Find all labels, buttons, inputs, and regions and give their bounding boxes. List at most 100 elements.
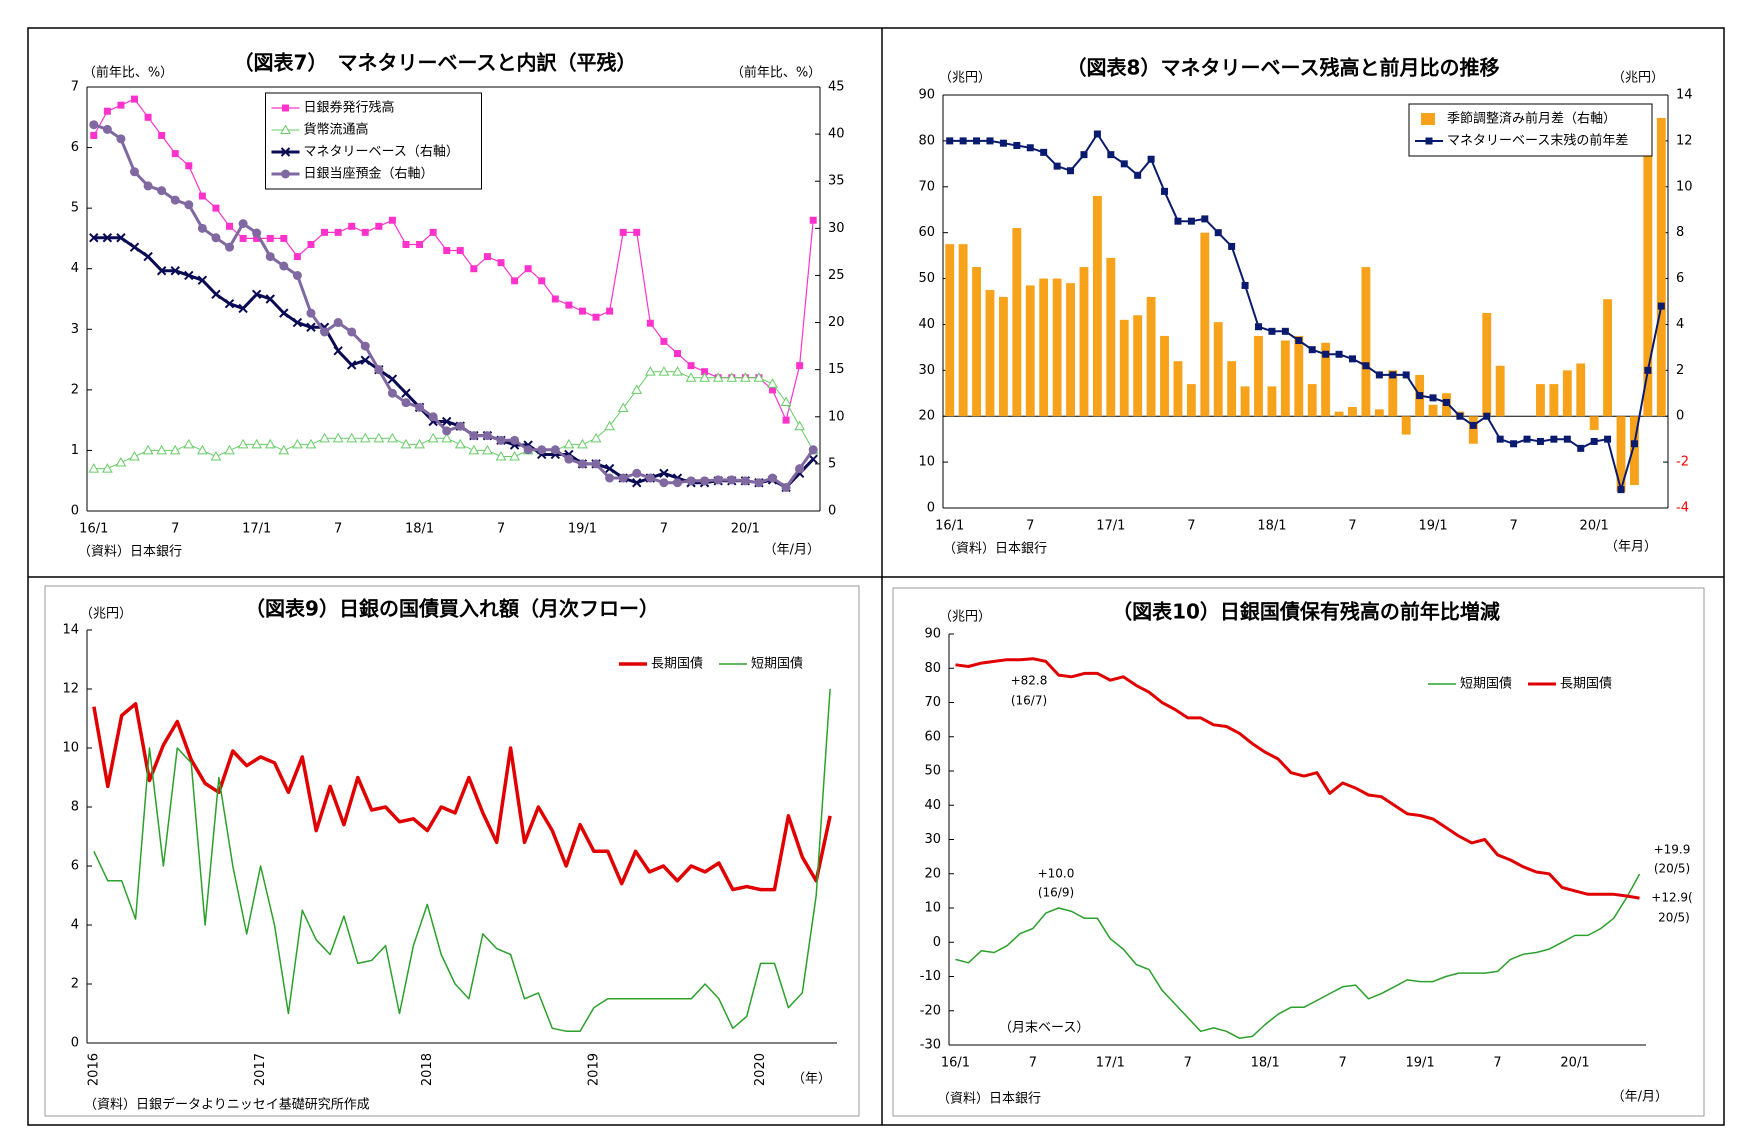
y-tick-label: 10 — [924, 901, 941, 916]
bar — [1254, 335, 1263, 417]
y-tick-label: 3 — [71, 322, 79, 337]
point-marker — [672, 366, 683, 376]
y2-axis-label: （兆円） — [1612, 71, 1664, 86]
x-tick-label: 7 — [1187, 519, 1195, 534]
point-marker — [1550, 435, 1558, 443]
legend-label: 貨幣流通高 — [304, 122, 369, 138]
x-tick-label: 18/1 — [1257, 519, 1286, 534]
y-tick-label: 0 — [933, 935, 941, 950]
y-tick-label: 12 — [62, 682, 79, 697]
point-marker — [211, 233, 221, 243]
point-marker — [103, 107, 111, 115]
bar — [1213, 322, 1223, 417]
point-marker — [306, 322, 316, 332]
point-marker — [685, 372, 697, 382]
y-axis-label: （兆円） — [939, 71, 991, 86]
point-marker — [606, 307, 614, 315]
y-tick-label: 60 — [918, 225, 935, 240]
x-axis-label: （年/月） — [1612, 1090, 1668, 1105]
point-marker — [264, 438, 276, 449]
point-marker — [129, 242, 140, 252]
point-marker — [604, 463, 615, 474]
point-marker — [333, 318, 343, 328]
bar — [1562, 370, 1572, 417]
point-marker — [1429, 394, 1437, 402]
point-marker — [158, 131, 166, 139]
y-axis-label: （兆円） — [80, 607, 132, 622]
point-marker — [334, 228, 342, 236]
point-marker — [319, 432, 330, 443]
bar — [1361, 267, 1371, 417]
point-marker — [1322, 350, 1330, 358]
point-marker — [495, 450, 507, 461]
x-tick-label: 2018 — [420, 1053, 435, 1086]
chart-title: （図表9）日銀の国債買入れ額（月次フロー） — [245, 597, 659, 621]
bar — [1186, 384, 1196, 417]
point-marker — [565, 301, 573, 309]
point-marker — [740, 476, 750, 486]
point-marker — [307, 240, 315, 248]
point-marker — [115, 457, 127, 467]
point-marker — [306, 308, 316, 318]
x-tick-label: 7 — [334, 522, 342, 537]
y-tick-label: 80 — [924, 661, 941, 676]
y2-tick-label: 5 — [828, 456, 836, 471]
chart-title: （図表8）マネタリーベース残高と前月比の推移 — [1067, 56, 1500, 80]
legend-label: マネタリーベース末残の前年差 — [1447, 133, 1628, 149]
point-marker — [483, 253, 491, 261]
point-marker — [754, 478, 764, 488]
y-tick-label: -30 — [920, 1038, 941, 1053]
point-marker — [497, 259, 505, 267]
point-marker — [659, 468, 669, 479]
legend-marker — [282, 104, 289, 112]
y2-tick-label: 2 — [1676, 363, 1684, 378]
bar — [1401, 416, 1411, 435]
y-tick-label: 10 — [62, 741, 79, 756]
bar — [1119, 319, 1129, 417]
point-marker — [524, 265, 532, 273]
point-marker — [1456, 412, 1464, 420]
bar — [1280, 340, 1290, 417]
bar — [1079, 267, 1089, 417]
point-marker — [359, 432, 371, 443]
point-marker — [346, 360, 357, 370]
x-tick-label: 17/1 — [1096, 519, 1125, 534]
y2-tick-label: -2 — [1676, 455, 1689, 470]
point-marker — [701, 368, 709, 376]
point-marker — [973, 137, 981, 145]
point-marker — [360, 355, 370, 365]
point-marker — [1241, 281, 1249, 289]
point-marker — [470, 265, 478, 273]
point-marker — [986, 137, 994, 145]
point-marker — [442, 426, 452, 436]
point-marker — [1214, 229, 1222, 237]
point-marker — [619, 228, 627, 236]
bar — [1025, 285, 1035, 417]
point-marker — [251, 289, 262, 299]
point-marker — [320, 327, 330, 337]
point-marker — [632, 478, 642, 488]
legend-frame — [265, 92, 482, 190]
point-marker — [1402, 371, 1410, 379]
point-marker — [1604, 435, 1612, 443]
y-tick-label: -10 — [920, 969, 941, 984]
bar — [1536, 384, 1545, 417]
point-marker — [197, 275, 208, 285]
point-marker — [184, 200, 194, 210]
x-tick-label: 17/1 — [1096, 1056, 1125, 1071]
point-marker — [210, 450, 222, 461]
point-marker — [197, 444, 208, 455]
point-marker — [279, 308, 289, 318]
point-marker — [700, 476, 710, 486]
legend-marker — [280, 147, 291, 157]
legend-label: 季節調整済み前月差（右軸） — [1447, 111, 1616, 127]
bar — [1066, 283, 1075, 417]
point-marker — [713, 475, 723, 485]
point-marker — [1617, 486, 1625, 494]
series-line — [955, 657, 1640, 900]
point-marker — [687, 362, 695, 370]
point-marker — [455, 421, 465, 431]
point-marker — [102, 233, 113, 243]
bar — [1374, 409, 1384, 417]
bar — [1267, 386, 1277, 417]
